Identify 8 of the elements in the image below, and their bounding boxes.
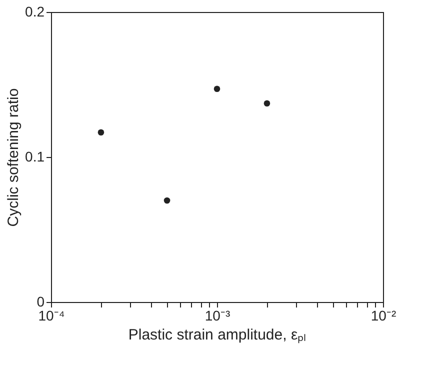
y-tick-label: 0.1: [25, 148, 45, 164]
x-tick-label: 10⁻²: [370, 308, 396, 324]
y-axis-title: Cyclic softening ratio: [5, 88, 22, 227]
x-tick-label: 10⁻⁴: [38, 308, 65, 324]
y-tick-label: 0.2: [25, 4, 45, 20]
x-tick-label: 10⁻³: [204, 308, 230, 324]
y-tick-label: 0: [36, 294, 45, 310]
x-axis-title: Plastic strain amplitude, εₚₗ: [128, 326, 307, 344]
